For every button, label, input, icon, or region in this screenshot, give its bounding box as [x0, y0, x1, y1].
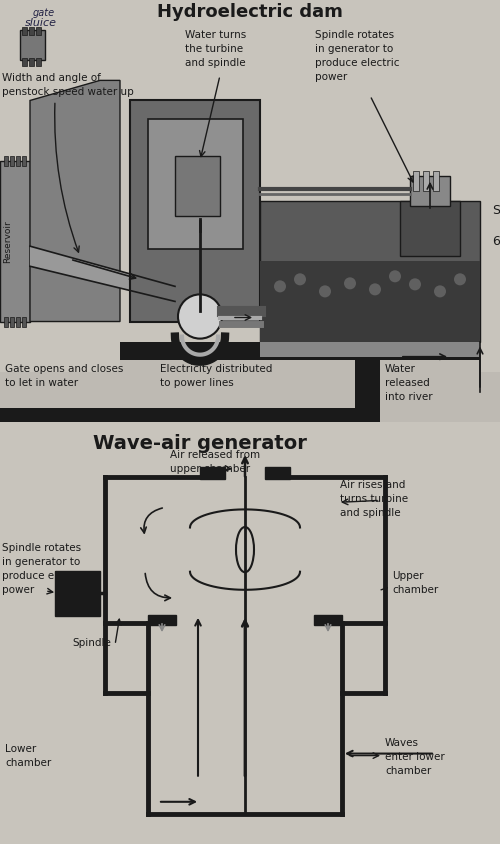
Bar	[260, 342, 480, 381]
Bar	[175, 156, 220, 216]
Text: Upper
chamber: Upper chamber	[392, 571, 438, 595]
Bar	[22, 27, 27, 35]
Circle shape	[409, 279, 421, 290]
Circle shape	[434, 285, 446, 297]
Bar	[314, 615, 342, 625]
Bar	[148, 118, 243, 249]
Bar	[29, 58, 34, 67]
Text: Wave-air generator: Wave-air generator	[93, 434, 307, 453]
Bar	[260, 262, 480, 342]
Polygon shape	[30, 80, 120, 322]
Bar	[410, 176, 450, 206]
Text: Air rises and
turns turbine
and spindle: Air rises and turns turbine and spindle	[340, 480, 408, 518]
Text: Waves
enter lower
chamber: Waves enter lower chamber	[385, 738, 445, 776]
Bar	[200, 468, 225, 479]
Circle shape	[319, 285, 331, 297]
Text: Air released from
upper chamber: Air released from upper chamber	[170, 450, 260, 474]
Bar	[148, 615, 176, 625]
Bar	[22, 316, 26, 327]
Bar	[433, 170, 439, 191]
Text: Lower
chamber: Lower chamber	[5, 744, 52, 767]
Bar	[29, 27, 34, 35]
Text: Spindle: Spindle	[72, 638, 111, 648]
Bar	[0, 360, 155, 408]
Bar	[0, 160, 30, 322]
Bar	[120, 342, 260, 371]
Bar	[55, 571, 100, 616]
Text: S: S	[492, 204, 500, 218]
Circle shape	[389, 270, 401, 283]
Circle shape	[369, 284, 381, 295]
Bar	[4, 156, 8, 165]
Text: sluice: sluice	[25, 18, 57, 28]
Bar	[16, 156, 20, 165]
Text: 6: 6	[492, 235, 500, 247]
Bar	[400, 201, 460, 257]
Bar	[260, 357, 480, 371]
Text: Water
released
into river: Water released into river	[385, 364, 432, 402]
Circle shape	[454, 273, 466, 285]
Circle shape	[274, 280, 286, 292]
Bar	[4, 316, 8, 327]
Bar	[380, 360, 500, 422]
Text: gate: gate	[33, 8, 55, 18]
Text: Electricity distributed
to power lines: Electricity distributed to power lines	[160, 364, 272, 387]
Bar	[10, 316, 14, 327]
Text: Hydroelectric dam: Hydroelectric dam	[157, 3, 343, 21]
Bar	[10, 156, 14, 165]
Bar	[260, 201, 480, 342]
Circle shape	[294, 273, 306, 285]
Bar	[22, 156, 26, 165]
Bar	[22, 58, 27, 67]
Bar	[36, 58, 41, 67]
Bar	[36, 27, 41, 35]
Polygon shape	[30, 246, 175, 301]
Text: Width and angle of
penstock speed water up: Width and angle of penstock speed water …	[2, 73, 134, 97]
Text: Spindle rotates
in generator to
produce electric
power: Spindle rotates in generator to produce …	[315, 30, 400, 82]
Bar	[0, 371, 500, 422]
Circle shape	[178, 295, 222, 338]
Text: Spindle rotates
in generator to
produce electric
power: Spindle rotates in generator to produce …	[2, 543, 86, 594]
Bar	[265, 468, 290, 479]
Bar	[423, 170, 429, 191]
Bar	[20, 30, 45, 60]
Text: Water turns
the turbine
and spindle: Water turns the turbine and spindle	[185, 30, 246, 68]
Bar	[413, 170, 419, 191]
Bar	[16, 316, 20, 327]
Ellipse shape	[236, 527, 254, 572]
Text: Gate opens and closes
to let in water: Gate opens and closes to let in water	[5, 364, 124, 387]
Bar	[130, 100, 260, 322]
Circle shape	[344, 278, 356, 289]
Text: Reservoir: Reservoir	[4, 219, 13, 262]
Bar	[155, 360, 355, 408]
